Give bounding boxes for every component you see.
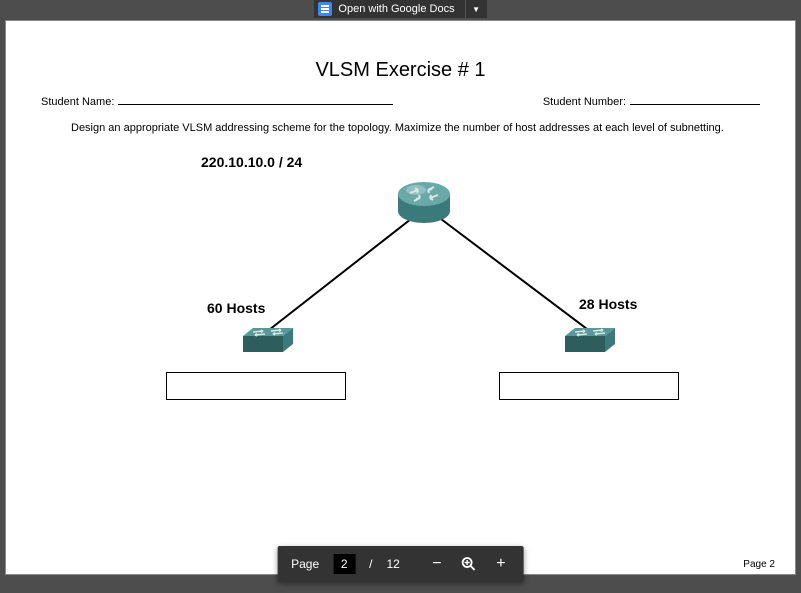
google-docs-icon: [318, 2, 332, 16]
open-with-label: Open with Google Docs: [338, 3, 454, 15]
minus-icon: −: [432, 555, 441, 573]
link-line-left: [261, 218, 412, 337]
magnify-icon: [461, 556, 477, 572]
student-name-field: Student Name:: [41, 96, 393, 108]
student-number-blank: [630, 104, 760, 105]
network-diagram: 60 Hosts 28 Hosts: [41, 176, 760, 406]
current-page-input[interactable]: [333, 554, 355, 574]
student-number-label: Student Number:: [543, 96, 626, 108]
page-number-footer: Page 2: [743, 559, 775, 570]
open-with-google-docs-button[interactable]: Open with Google Docs: [314, 0, 464, 18]
student-name-label: Student Name:: [41, 96, 114, 108]
pdf-controls-bar: Page / 12 − +: [277, 546, 524, 582]
student-number-field: Student Number:: [543, 96, 760, 108]
instruction-text: Design an appropriate VLSM addressing sc…: [41, 122, 760, 134]
total-pages: 12: [387, 557, 400, 571]
right-hosts-label: 28 Hosts: [579, 296, 637, 312]
student-name-blank: [118, 104, 393, 105]
document-viewer: VLSM Exercise # 1 Student Name: Student …: [0, 18, 801, 593]
network-address: 220.10.10.0 / 24: [201, 154, 760, 170]
zoom-in-button[interactable]: +: [492, 555, 510, 573]
page-title: VLSM Exercise # 1: [41, 59, 760, 82]
top-toolbar: Open with Google Docs ▼: [0, 0, 801, 18]
link-line-right: [440, 218, 597, 337]
document-page: VLSM Exercise # 1 Student Name: Student …: [5, 20, 796, 575]
left-answer-box: [166, 372, 346, 400]
switch-right-icon: [563, 322, 617, 361]
left-hosts-label: 60 Hosts: [207, 300, 265, 316]
open-with-wrap: Open with Google Docs ▼: [314, 0, 486, 18]
zoom-out-button[interactable]: −: [428, 555, 446, 573]
page-separator: /: [369, 557, 372, 571]
switch-left-icon: [241, 322, 295, 361]
chevron-down-icon: ▼: [472, 5, 480, 14]
router-icon: [396, 180, 452, 231]
zoom-reset-button[interactable]: [460, 555, 478, 573]
open-with-dropdown-button[interactable]: ▼: [465, 0, 487, 18]
plus-icon: +: [496, 555, 505, 573]
right-answer-box: [499, 372, 679, 400]
page-label: Page: [291, 557, 319, 571]
student-fields-row: Student Name: Student Number:: [41, 96, 760, 108]
